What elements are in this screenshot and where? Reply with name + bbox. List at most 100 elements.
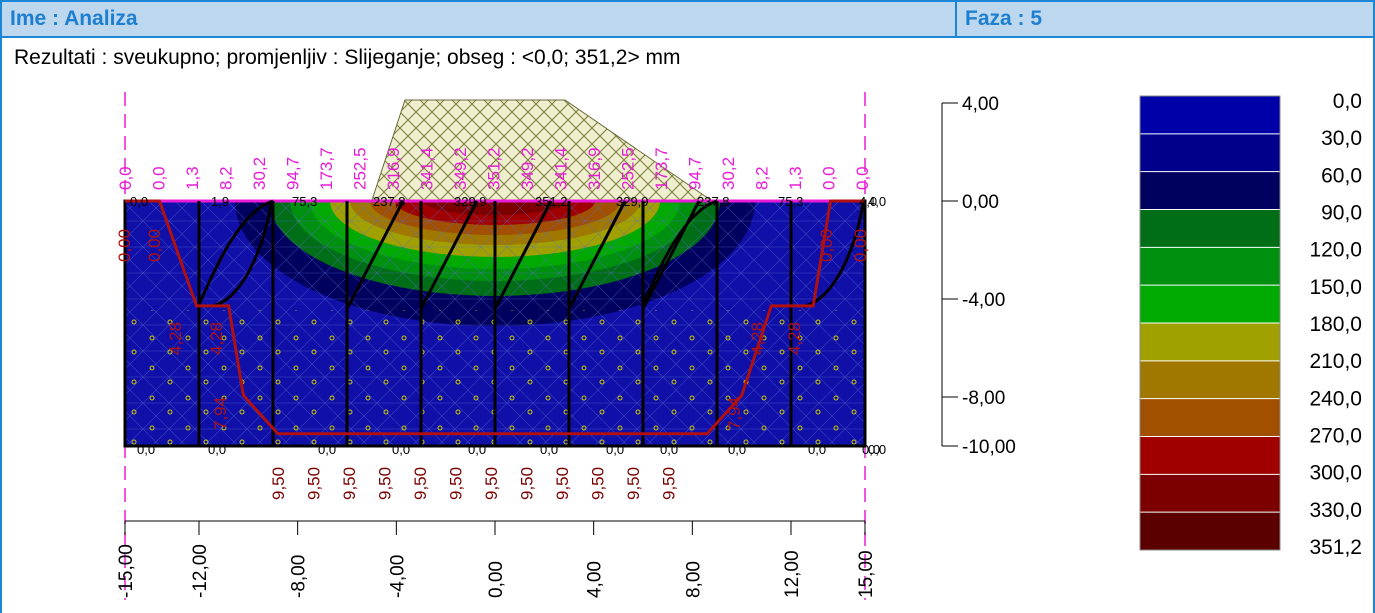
legend-swatch bbox=[1140, 512, 1280, 551]
surface-overlap-label: 329,9 bbox=[454, 194, 487, 209]
surface-settlement-label: 0,0 bbox=[150, 166, 169, 190]
surface-settlement-label: 341,4 bbox=[552, 147, 571, 190]
surface-settlement-label: 252,5 bbox=[351, 147, 370, 190]
bottom-depth-label: 9,50 bbox=[589, 467, 608, 500]
x-tick-label: 4,00 bbox=[585, 561, 606, 598]
legend-value: 150,0 bbox=[1309, 276, 1362, 299]
depth-label: 4,28 bbox=[166, 322, 185, 355]
legend-value: 330,0 bbox=[1309, 499, 1362, 522]
surface-settlement-label: 173,7 bbox=[652, 147, 671, 190]
analysis-name-header: Ime : Analiza bbox=[0, 0, 957, 38]
legend-swatch bbox=[1140, 323, 1280, 362]
legend-swatch bbox=[1140, 398, 1280, 437]
surface-settlement-label: 173,7 bbox=[317, 147, 336, 190]
bottom-depth-label: 9,50 bbox=[376, 467, 395, 500]
profile-curve-0 bbox=[196, 199, 274, 308]
x-tick-label: 12,00 bbox=[782, 550, 803, 598]
legend-swatch bbox=[1140, 474, 1280, 513]
legend-swatch bbox=[1140, 285, 1280, 324]
surface-settlement-label: 1,3 bbox=[183, 166, 202, 190]
surface-overlap-label: 75,3 bbox=[292, 194, 317, 209]
legend-value: 120,0 bbox=[1309, 239, 1362, 262]
bottom-depth-label: 9,50 bbox=[411, 467, 430, 500]
depth-label: 7,94 bbox=[211, 397, 230, 430]
profile-diag-3 bbox=[567, 200, 627, 310]
results-description: Rezultati : sveukupno; promjenljiv : Sli… bbox=[14, 46, 681, 69]
bottom-depth-label: 9,50 bbox=[269, 467, 288, 500]
legend-value: 0,0 bbox=[1333, 90, 1362, 113]
right-marker-label: 4,0 bbox=[868, 194, 886, 209]
surface-overlap-label: 351,2 bbox=[535, 194, 568, 209]
legend-value: 60,0 bbox=[1321, 164, 1362, 187]
depth-label: 4,28 bbox=[785, 322, 804, 355]
right-marker-label: 0,0 bbox=[868, 442, 886, 457]
x-tick-label: 15,00 bbox=[856, 550, 877, 598]
depth-label: 7,94 bbox=[725, 397, 744, 430]
surface-settlement-label: 0,0 bbox=[853, 166, 872, 190]
surface-settlement-label: 0,0 bbox=[116, 166, 135, 190]
base-label: 0,0 bbox=[392, 442, 410, 457]
surface-overlap-label: 4,0 bbox=[859, 194, 877, 209]
base-label: 0,0 bbox=[137, 442, 155, 457]
profile-diag-2 bbox=[493, 200, 553, 310]
surface-settlement-label: 8,2 bbox=[217, 166, 236, 190]
x-tick-label: 0,00 bbox=[486, 561, 507, 598]
analysis-name: Ime : Analiza bbox=[10, 7, 138, 30]
legend-value: 270,0 bbox=[1309, 425, 1362, 448]
bottom-depth-label: 9,50 bbox=[660, 467, 679, 500]
x-tick-label: -8,00 bbox=[289, 555, 310, 598]
y-tick-label: 4,00 bbox=[962, 94, 999, 115]
surface-settlement-label: 0,0 bbox=[820, 166, 839, 190]
legend-swatch bbox=[1140, 247, 1280, 286]
x-tick-label: -12,00 bbox=[190, 544, 211, 598]
base-label: 0,0 bbox=[540, 442, 558, 457]
base-label: 0,0 bbox=[606, 442, 624, 457]
surface-settlement-label: 94,7 bbox=[284, 157, 303, 190]
depth-label: 0,00 bbox=[851, 229, 870, 262]
surface-overlap-label: 1,9 bbox=[211, 194, 229, 209]
bottom-depth-label: 9,50 bbox=[305, 467, 324, 500]
depth-label: 4,28 bbox=[748, 322, 767, 355]
legend-swatch bbox=[1140, 133, 1280, 173]
bottom-depth-label: 9,50 bbox=[624, 467, 643, 500]
legend-value: 240,0 bbox=[1309, 387, 1362, 410]
base-label: 0,0 bbox=[808, 442, 826, 457]
depth-label: 0,00 bbox=[115, 229, 134, 262]
profile-diag-0 bbox=[345, 200, 405, 310]
legend-value: 90,0 bbox=[1321, 202, 1362, 225]
surface-settlement-label: 349,2 bbox=[451, 147, 470, 190]
depth-label: 4,28 bbox=[207, 322, 226, 355]
surface-overlap-label: 0,0 bbox=[130, 194, 148, 209]
surface-settlement-label: 94,7 bbox=[686, 157, 705, 190]
phase-header: Faza : 5 bbox=[955, 0, 1375, 38]
base-label: 0,0 bbox=[728, 442, 746, 457]
base-label: 0,0 bbox=[660, 442, 678, 457]
base-label: 0,0 bbox=[318, 442, 336, 457]
bottom-depth-label: 9,50 bbox=[518, 467, 537, 500]
x-tick-label: 8,00 bbox=[683, 561, 704, 598]
depth-label: 0,00 bbox=[145, 229, 164, 262]
y-tick-label: -10,00 bbox=[962, 437, 1016, 458]
legend-swatch bbox=[1140, 209, 1280, 248]
x-tick-label: -15,00 bbox=[116, 544, 137, 598]
y-tick-label: 0,00 bbox=[962, 192, 999, 213]
base-label: 0,0 bbox=[862, 442, 880, 457]
bottom-depth-label: 9,50 bbox=[482, 467, 501, 500]
surface-settlement-label: 8,2 bbox=[753, 166, 772, 190]
legend-value: 351,2 bbox=[1309, 536, 1362, 559]
bottom-profile-line bbox=[125, 199, 865, 436]
legend-value: 210,0 bbox=[1309, 350, 1362, 373]
profile-diag-1 bbox=[419, 200, 479, 310]
base-label: 0,0 bbox=[468, 442, 486, 457]
base-label: 0,0 bbox=[208, 442, 226, 457]
legend-swatch bbox=[1140, 171, 1280, 210]
surface-settlement-label: 349,2 bbox=[518, 147, 537, 190]
surface-overlap-label: 237,8 bbox=[697, 194, 730, 209]
legend-value: 180,0 bbox=[1309, 313, 1362, 336]
surface-settlement-label: 252,5 bbox=[619, 147, 638, 190]
surface-settlement-label: 316,9 bbox=[585, 147, 604, 190]
surface-settlement-label: 341,4 bbox=[418, 147, 437, 190]
surface-settlement-label: 30,2 bbox=[250, 157, 269, 190]
legend-swatch bbox=[1140, 436, 1280, 475]
